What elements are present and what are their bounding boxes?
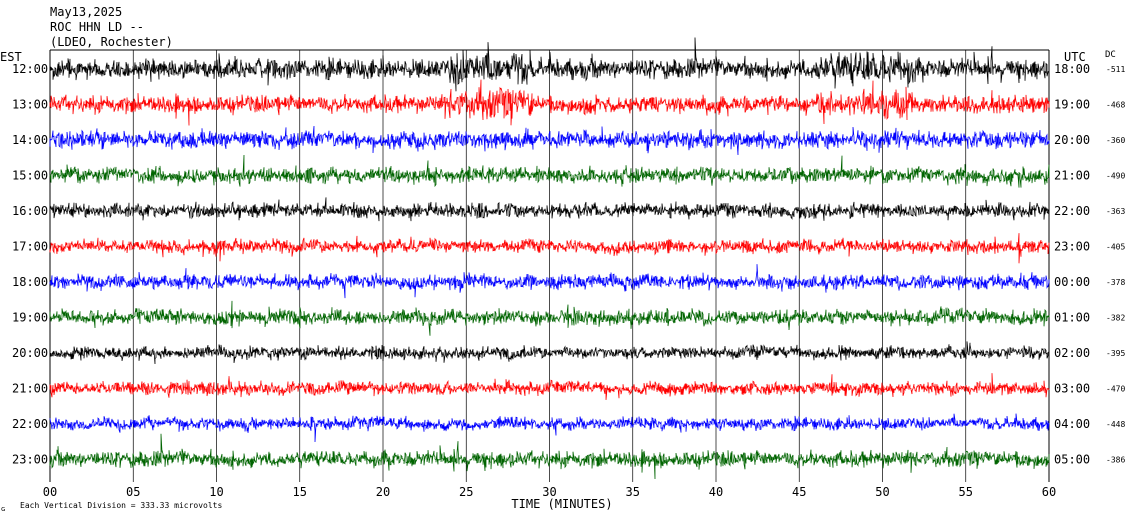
- dc-offset-value: -468: [1106, 101, 1125, 110]
- est-hour-label: 17:00: [12, 240, 48, 254]
- utc-hour-label: 03:00: [1054, 382, 1090, 396]
- x-tick-label-40: 40: [709, 485, 723, 499]
- utc-axis-label: UTC: [1064, 50, 1086, 64]
- est-hour-label: 12:00: [12, 62, 48, 76]
- est-hour-labels: 12:00 13:00 14:00 15:00 16:00 17:00 18:00 19:00…: [12, 62, 48, 467]
- x-tick-label-30: 30: [542, 485, 556, 499]
- trace-1200: [49, 37, 1050, 92]
- seismic-traces: [49, 37, 1050, 480]
- x-tick-label-00: 00: [43, 485, 57, 499]
- header-location: (LDEO, Rochester): [50, 35, 173, 49]
- x-tick-label-45: 45: [792, 485, 806, 499]
- utc-hour-label: 01:00: [1054, 311, 1090, 325]
- dc-offset-value: -470: [1106, 385, 1125, 394]
- est-hour-label: 15:00: [12, 169, 48, 183]
- header-station: ROC HHN LD --: [50, 20, 144, 34]
- utc-hour-labels: 18:00 19:00 20:00 21:00 22:00 23:00 00:00 01:00…: [1054, 62, 1090, 467]
- trace-2200: [49, 413, 1050, 443]
- vertical-gridlines: [49, 50, 1050, 482]
- est-hour-label: 19:00: [12, 311, 48, 325]
- dc-offset-labels: -511 -468 -360 -490 -363 -405 -378 -382 -395 -470…: [1106, 65, 1125, 465]
- trace-1600: [49, 197, 1050, 222]
- est-hour-label: 14:00: [12, 133, 48, 147]
- trace-1700: [49, 233, 1050, 264]
- x-axis-title: TIME (MINUTES): [511, 497, 612, 511]
- est-hour-label: 21:00: [12, 382, 48, 396]
- utc-hour-label: 19:00: [1054, 98, 1090, 112]
- dc-offset-value: -363: [1106, 207, 1125, 216]
- trace-1500: [49, 154, 1050, 188]
- est-hour-label: 20:00: [12, 346, 48, 360]
- footer-mark: ɢ: [1, 505, 5, 513]
- est-hour-label: 16:00: [12, 204, 48, 218]
- x-tick-label-55: 55: [959, 485, 973, 499]
- x-tick-label-35: 35: [626, 485, 640, 499]
- trace-2100: [49, 373, 1050, 400]
- dc-offset-value: -490: [1106, 172, 1125, 181]
- utc-hour-label: 05:00: [1054, 453, 1090, 467]
- est-hour-label: 22:00: [12, 417, 48, 431]
- dc-offset-value: -382: [1106, 314, 1125, 323]
- utc-hour-label: 21:00: [1054, 169, 1090, 183]
- trace-1300: [49, 79, 1050, 126]
- dc-offset-value: -378: [1106, 278, 1125, 287]
- trace-1400: [49, 125, 1050, 156]
- utc-hour-label: 04:00: [1054, 417, 1090, 431]
- dc-column-label: DC: [1105, 50, 1116, 60]
- dc-offset-value: -360: [1106, 136, 1125, 145]
- utc-hour-label: 00:00: [1054, 275, 1090, 289]
- x-tick-label-50: 50: [875, 485, 889, 499]
- x-tick-label-10: 10: [209, 485, 223, 499]
- footer-scale-note: Each Vertical Division = 333.33 microvol…: [20, 501, 222, 510]
- utc-hour-label: 23:00: [1054, 240, 1090, 254]
- est-hour-label: 13:00: [12, 98, 48, 112]
- x-tick-label-15: 15: [293, 485, 307, 499]
- utc-hour-label: 18:00: [1054, 62, 1090, 76]
- x-tick-label-25: 25: [459, 485, 473, 499]
- trace-2000: [49, 341, 1050, 365]
- dc-offset-value: -405: [1106, 243, 1125, 252]
- est-hour-label: 23:00: [12, 453, 48, 467]
- header-date: May13,2025: [50, 5, 122, 19]
- utc-hour-label: 22:00: [1054, 204, 1090, 218]
- dc-offset-value: -386: [1106, 456, 1125, 465]
- x-tick-label-20: 20: [376, 485, 390, 499]
- dc-offset-value: -511: [1106, 65, 1125, 74]
- trace-1900: [49, 300, 1050, 336]
- dc-offset-value: -448: [1106, 420, 1125, 429]
- x-tick-label-05: 05: [126, 485, 140, 499]
- x-axis-ticks: 00 05 10 15 20 25 30 35 40 45 50 55 60: [43, 485, 1056, 499]
- utc-hour-label: 20:00: [1054, 133, 1090, 147]
- x-tick-label-60: 60: [1042, 485, 1056, 499]
- est-axis-label: EST: [0, 50, 22, 64]
- utc-hour-label: 02:00: [1054, 346, 1090, 360]
- est-hour-label: 18:00: [12, 275, 48, 289]
- dc-offset-value: -395: [1106, 349, 1125, 358]
- trace-1800: [49, 264, 1050, 299]
- trace-2300: [49, 433, 1050, 480]
